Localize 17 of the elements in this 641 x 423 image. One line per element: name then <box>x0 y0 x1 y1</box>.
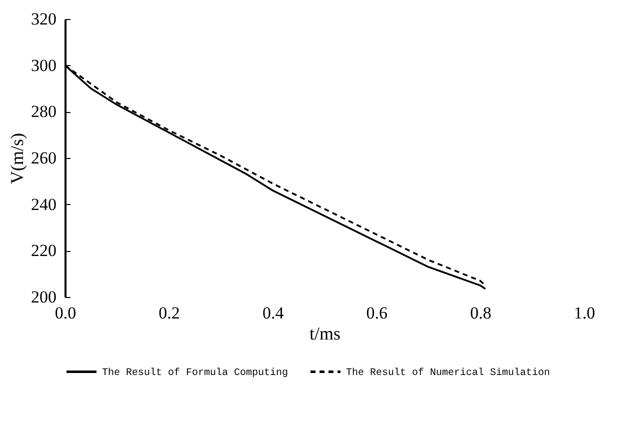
y-tick-label: 220 <box>31 241 56 260</box>
x-tick-label: 0.4 <box>262 304 284 322</box>
x-tick-label: 0.8 <box>470 304 492 322</box>
x-tick-label: 1.0 <box>574 304 596 322</box>
legend-label: The Result of Formula Computing <box>102 366 288 379</box>
y-tick-label: 200 <box>31 288 56 306</box>
x-tick-label: 0.0 <box>54 304 76 322</box>
legend-label: The Result of Numerical Simulation <box>346 366 550 379</box>
y-tick-label: 240 <box>31 194 56 214</box>
y-tick-label: 280 <box>31 102 56 122</box>
x-axis-title: t/ms <box>309 324 341 344</box>
y-tick-label: 260 <box>31 148 56 168</box>
x-tick-label: 0.2 <box>158 304 180 322</box>
y-tick-label: 320 <box>31 10 56 28</box>
x-tick-label: 0.6 <box>366 304 388 322</box>
y-axis-title: V(m/s) <box>7 133 27 184</box>
y-tick-label: 300 <box>31 56 56 75</box>
